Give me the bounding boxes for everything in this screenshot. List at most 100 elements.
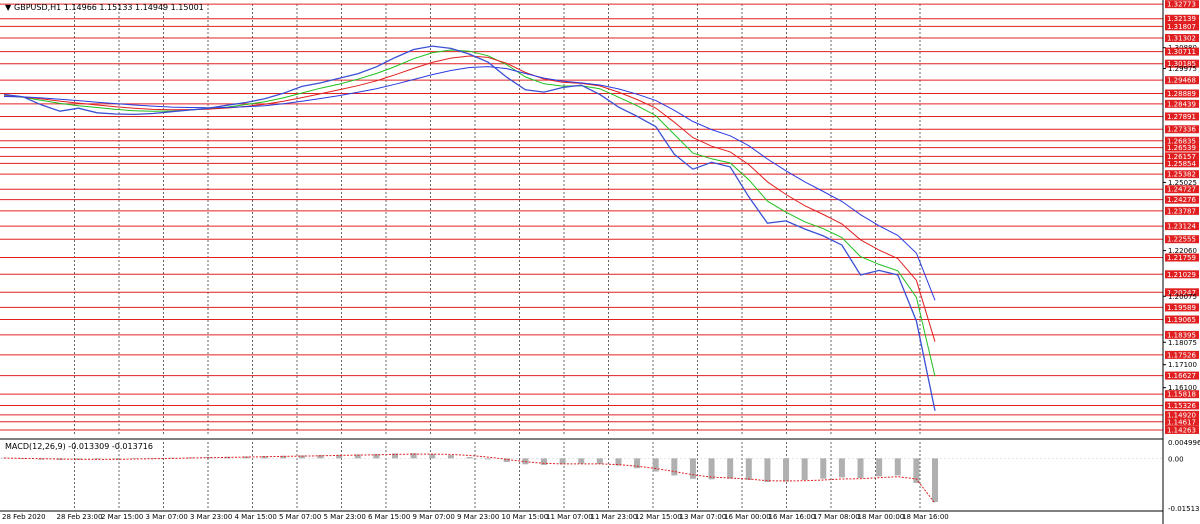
macd-panel xyxy=(0,453,1163,504)
y-tick-label: 1.22060 xyxy=(1168,247,1197,255)
level-tag xyxy=(1165,22,1199,31)
macd-y-label: 0.004996 xyxy=(1168,439,1200,447)
level-tag-label: 1.23787 xyxy=(1167,207,1196,215)
level-tag-label: 1.20247 xyxy=(1167,289,1196,297)
level-tag xyxy=(1165,125,1199,134)
macd-histogram-bar xyxy=(820,458,827,479)
time-tick-label: 5 Mar 23:00 xyxy=(324,513,366,521)
macd-histogram-bar xyxy=(783,458,790,482)
macd-histogram-bar xyxy=(727,458,734,479)
level-tag xyxy=(1165,303,1199,312)
time-tick-label: 13 Mar 07:00 xyxy=(680,513,727,521)
level-tag xyxy=(1165,390,1199,399)
level-tag-label: 1.31807 xyxy=(1167,23,1196,31)
moving-averages xyxy=(3,49,936,377)
symbol-header: GBPUSD,H1 1.14966 1.15133 1.14949 1.1500… xyxy=(14,3,204,12)
macd-histogram-bar xyxy=(876,458,883,477)
level-tag xyxy=(1165,0,1199,9)
macd-histogram-bar xyxy=(354,454,361,459)
macd-histogram-bar xyxy=(224,456,231,459)
level-tag xyxy=(1165,330,1199,339)
price-line xyxy=(3,45,936,411)
y-tick-label: 1.17100 xyxy=(1168,361,1197,369)
dropdown-arrow-icon[interactable]: ▼ xyxy=(5,3,12,12)
macd-header: MACD(12,26,9) -0.013309 -0.013716 xyxy=(5,442,153,451)
time-tick-label: 12 Mar 15:00 xyxy=(635,513,682,521)
time-tick-label: 11 Mar 23:00 xyxy=(591,513,638,521)
level-tag-label: 1.26539 xyxy=(1167,144,1196,152)
level-tag-label: 1.27891 xyxy=(1167,113,1196,121)
level-tag-label: 1.19065 xyxy=(1167,316,1196,324)
macd-y-label: -0.015138 xyxy=(1168,505,1200,513)
macd-histogram-bar xyxy=(578,458,585,464)
macd-histogram-bar xyxy=(689,458,696,479)
macd-histogram-bar xyxy=(317,455,324,459)
level-tag-label: 1.14263 xyxy=(1167,426,1196,434)
level-tag-label: 1.31302 xyxy=(1167,34,1196,42)
level-tag xyxy=(1165,417,1199,426)
y-tick-label: 1.20075 xyxy=(1168,293,1197,301)
ma-fast-line xyxy=(3,49,936,377)
macd-histogram-bar xyxy=(38,458,45,460)
macd-histogram-bar xyxy=(615,458,622,466)
level-tag-label: 1.29468 xyxy=(1167,77,1196,85)
macd-y-label: 0.00 xyxy=(1168,455,1184,463)
level-tag-label: 1.27336 xyxy=(1167,126,1196,134)
level-tag xyxy=(1165,206,1199,215)
grid-layer xyxy=(74,4,921,508)
level-tag xyxy=(1165,33,1199,42)
y-tick-label: 1.25025 xyxy=(1168,179,1197,187)
macd-histogram-bar xyxy=(708,458,715,480)
time-tick-label: 16 Mar 00:00 xyxy=(724,513,771,521)
macd-histogram-bar xyxy=(392,453,399,459)
level-tag xyxy=(1165,143,1199,152)
macd-histogram-bar xyxy=(336,454,343,459)
level-tag xyxy=(1165,350,1199,359)
macd-histogram-bar xyxy=(913,458,920,483)
level-tag-label: 1.16627 xyxy=(1167,372,1196,380)
macd-histogram-bar xyxy=(261,456,268,459)
macd-histogram-bar xyxy=(596,458,603,464)
level-tag xyxy=(1165,410,1199,419)
level-tag xyxy=(1165,222,1199,231)
level-tag xyxy=(1165,152,1199,161)
level-tag-label: 1.32139 xyxy=(1167,15,1196,23)
time-tick-label: 17 Mar 08:00 xyxy=(813,513,860,521)
level-tag xyxy=(1165,401,1199,410)
macd-histogram-bar xyxy=(56,458,63,461)
macd-signal-line xyxy=(3,453,936,504)
level-tag xyxy=(1165,136,1199,145)
level-tag-label: 1.26157 xyxy=(1167,153,1196,161)
macd-histogram-bar xyxy=(447,455,454,459)
level-tag xyxy=(1165,112,1199,121)
time-tick-label: 9 Mar 07:00 xyxy=(413,513,455,521)
macd-histogram-bar xyxy=(485,458,492,460)
y-tick-label: 1.29975 xyxy=(1168,65,1197,73)
level-tag-label: 1.18395 xyxy=(1167,331,1196,339)
level-tag xyxy=(1165,99,1199,108)
time-tick-label: 4 Mar 15:00 xyxy=(235,513,277,521)
level-tag-label: 1.24276 xyxy=(1167,196,1196,204)
time-tick-label: 18 Mar 16:00 xyxy=(902,513,949,521)
level-tag-label: 1.14920 xyxy=(1167,411,1196,419)
macd-histogram-bar xyxy=(894,458,901,476)
level-tag xyxy=(1165,185,1199,194)
macd-histogram-bar xyxy=(801,458,808,481)
level-tag xyxy=(1165,315,1199,324)
level-tag-label: 1.21029 xyxy=(1167,271,1196,279)
level-tag-label: 1.32773 xyxy=(1167,1,1196,9)
level-tag xyxy=(1165,288,1199,297)
level-tag xyxy=(1165,14,1199,23)
macd-histogram-bar xyxy=(466,457,473,459)
level-tag-label: 1.28439 xyxy=(1167,100,1196,108)
macd-histogram-bar xyxy=(838,458,845,478)
macd-histogram-bar xyxy=(373,454,380,459)
time-tick-label: 10 Mar 15:00 xyxy=(502,513,549,521)
level-tag xyxy=(1165,270,1199,279)
macd-histogram-bar xyxy=(112,458,119,460)
level-tag-label: 1.26835 xyxy=(1167,137,1196,145)
level-tag-label: 1.21759 xyxy=(1167,254,1196,262)
level-tag xyxy=(1165,253,1199,262)
